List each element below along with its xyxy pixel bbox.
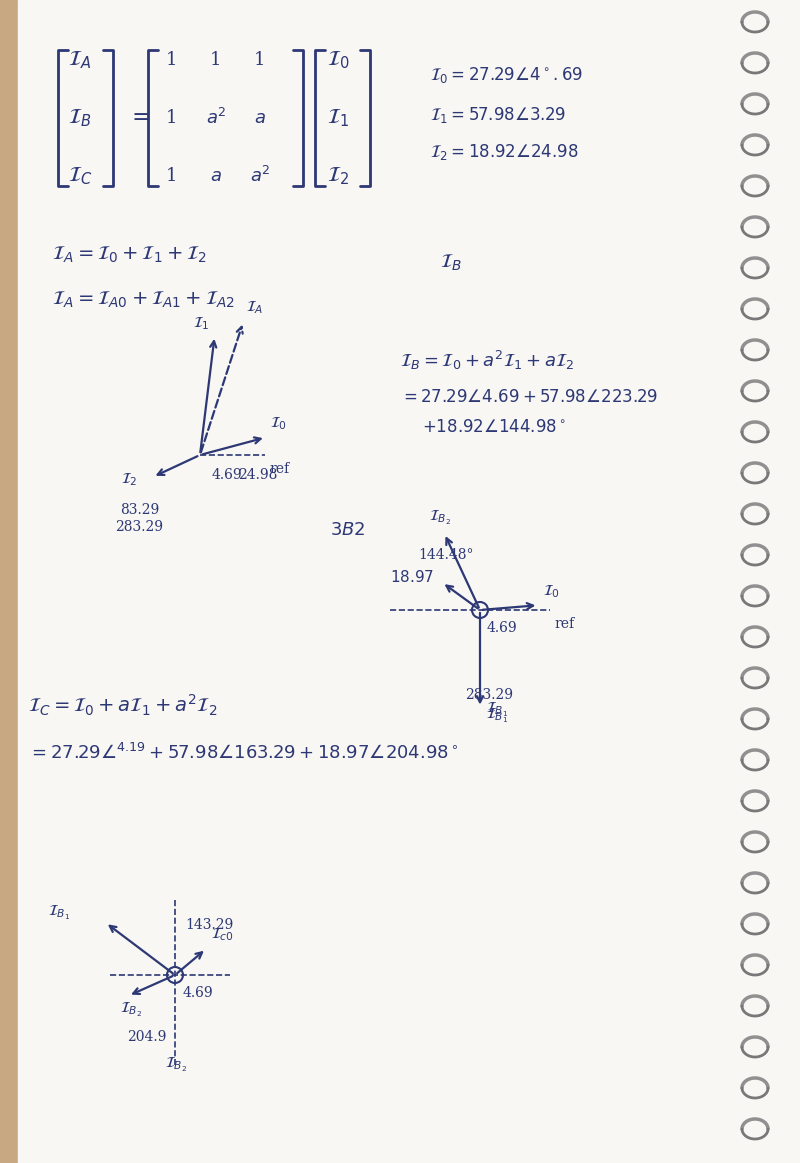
Text: $\mathcal{I}_B$: $\mathcal{I}_B$ (68, 107, 91, 129)
Text: $a^2$: $a^2$ (250, 166, 270, 186)
Text: $\mathcal{I}_0$: $\mathcal{I}_0$ (327, 49, 350, 71)
Text: 4.69: 4.69 (487, 621, 518, 635)
Text: ref: ref (554, 618, 574, 632)
Text: $\mathcal{I}_A = \mathcal{I}_0 + \mathcal{I}_1 + \mathcal{I}_2$: $\mathcal{I}_A = \mathcal{I}_0 + \mathca… (52, 245, 207, 265)
Text: $\mathcal{I}_B$: $\mathcal{I}_B$ (440, 252, 462, 273)
Text: $a$: $a$ (254, 109, 266, 127)
Text: 204.9: 204.9 (127, 1030, 166, 1044)
Text: $+ 18.92\angle 144.98^\circ$: $+ 18.92\angle 144.98^\circ$ (422, 420, 566, 436)
Text: $\mathcal{I}_2 = 18.92\angle 24.98$: $\mathcal{I}_2 = 18.92\angle 24.98$ (430, 142, 578, 162)
Text: $\mathcal{I}_A$: $\mathcal{I}_A$ (246, 300, 264, 316)
Text: =: = (132, 107, 152, 129)
Text: $\mathcal{I}_B = \mathcal{I}_0 + a^2\mathcal{I}_1 + a\mathcal{I}_2$: $\mathcal{I}_B = \mathcal{I}_0 + a^2\mat… (400, 349, 574, 371)
Text: $\mathcal{I}_0$: $\mathcal{I}_0$ (270, 415, 286, 431)
Text: $\mathcal{I}_{B_1}$: $\mathcal{I}_{B_1}$ (47, 904, 70, 922)
Text: 1: 1 (166, 51, 178, 69)
Text: 4.69: 4.69 (212, 468, 242, 481)
Text: $\mathcal{I}_{B_1}$: $\mathcal{I}_{B_1}$ (486, 706, 508, 725)
Text: $\mathcal{I}_{B_2}$: $\mathcal{I}_{B_2}$ (165, 1056, 187, 1075)
Text: $\mathcal{I}_0 = 27.29\angle 4^\circ.69$: $\mathcal{I}_0 = 27.29\angle 4^\circ.69$ (430, 65, 583, 85)
Text: $\mathcal{I}_1 = 57.98\angle 3.29$: $\mathcal{I}_1 = 57.98\angle 3.29$ (430, 105, 566, 124)
Text: 283.29: 283.29 (465, 688, 513, 702)
Bar (0, 0, 18, 1163)
Text: $\mathcal{I}_A$: $\mathcal{I}_A$ (68, 49, 91, 71)
Text: $a$: $a$ (210, 167, 222, 185)
Text: $\mathcal{I}_{c0}$: $\mathcal{I}_{c0}$ (211, 927, 234, 943)
Text: $= 27.29\angle^{4.19} + 57.98\angle 163.29 + 18.97\angle 204.98^\circ$: $= 27.29\angle^{4.19} + 57.98\angle 163.… (28, 743, 458, 763)
Text: $\mathcal{I}_{B_2}$: $\mathcal{I}_{B_2}$ (120, 1000, 142, 1019)
Text: $\mathcal{I}_{B_2}$: $\mathcal{I}_{B_2}$ (430, 508, 451, 527)
Text: $\mathcal{I}_0$: $\mathcal{I}_0$ (543, 583, 560, 600)
Text: 1: 1 (210, 51, 222, 69)
Text: $\mathcal{I}_2$: $\mathcal{I}_2$ (327, 165, 349, 187)
Text: 1: 1 (166, 167, 178, 185)
Text: $a^2$: $a^2$ (206, 108, 226, 128)
Text: $\mathcal{I}_1$: $\mathcal{I}_1$ (327, 107, 349, 129)
Text: 283.29: 283.29 (115, 520, 163, 534)
Text: $3B2$: $3B2$ (330, 521, 366, 538)
Text: ref: ref (269, 462, 289, 476)
Text: $\mathcal{I}_2$: $\mathcal{I}_2$ (121, 472, 138, 488)
Text: $\mathcal{I}_C = \mathcal{I}_0 + a\mathcal{I}_1 + a^2\mathcal{I}_2$: $\mathcal{I}_C = \mathcal{I}_0 + a\mathc… (28, 692, 218, 718)
Text: 24.98: 24.98 (238, 468, 278, 481)
Text: 1: 1 (254, 51, 266, 69)
Text: 143.29: 143.29 (185, 918, 234, 932)
Text: 1: 1 (166, 109, 178, 127)
Text: 144.48°: 144.48° (418, 548, 474, 562)
Text: $\mathcal{I}_1$: $\mathcal{I}_1$ (193, 315, 210, 333)
Text: 83.29: 83.29 (120, 504, 159, 518)
Text: 4.69: 4.69 (183, 986, 214, 1000)
Text: $= 27.29\angle 4.69 + 57.98\angle 223.29$: $= 27.29\angle 4.69 + 57.98\angle 223.29… (400, 390, 658, 407)
Text: $\mathcal{I}_A = \mathcal{I}_{A0} + \mathcal{I}_{A1} + \mathcal{I}_{A2}$: $\mathcal{I}_A = \mathcal{I}_{A0} + \mat… (52, 290, 235, 311)
Text: $\mathcal{I}_C$: $\mathcal{I}_C$ (68, 165, 92, 187)
Text: $18.97$: $18.97$ (390, 570, 434, 585)
Text: $\mathcal{I}_{B_1}$: $\mathcal{I}_{B_1}$ (486, 700, 508, 719)
